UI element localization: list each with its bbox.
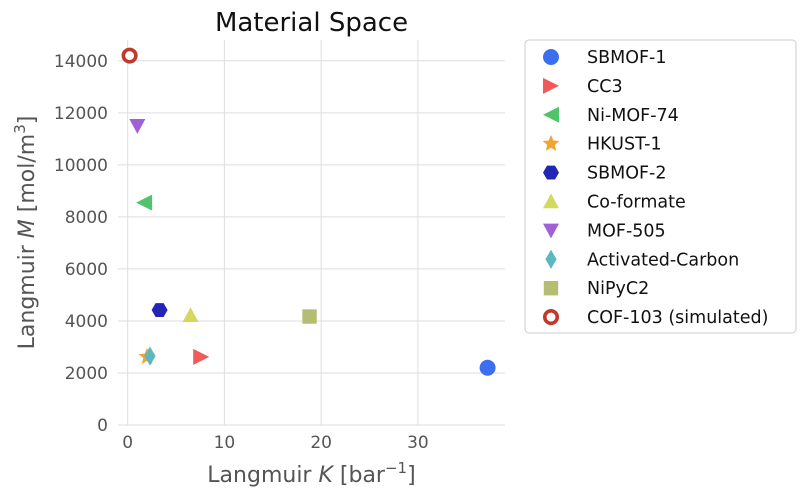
legend-label-cc3: CC3 bbox=[587, 77, 623, 97]
y-tick-label: 10000 bbox=[54, 156, 108, 176]
y-axis-title-var: M bbox=[15, 219, 40, 238]
x-axis-title-unit-exponent: −1 bbox=[385, 459, 407, 477]
y-axis-title-prefix: Langmuir bbox=[15, 238, 40, 349]
chart-title: Material Space bbox=[215, 8, 408, 38]
legend: SBMOF-1 CC3 Ni-MOF-74 HKUST-1 SBMOF-2 Co-form… bbox=[524, 39, 797, 334]
x-tick-label: 30 bbox=[407, 433, 429, 453]
legend-marker-co-formate-shape bbox=[543, 193, 559, 209]
x-tick-label: 20 bbox=[310, 433, 332, 453]
grid bbox=[118, 40, 505, 426]
legend-marker-activated-carbon-shape bbox=[545, 249, 557, 269]
y-axis-title-unit: [mol/m bbox=[15, 134, 40, 219]
legend-marker-co-formate bbox=[543, 193, 559, 209]
y-tick-label: 2000 bbox=[65, 364, 108, 384]
point-nipyc2 bbox=[302, 309, 317, 324]
point-cof-103-simulated-shape bbox=[121, 47, 138, 64]
data-points bbox=[121, 47, 496, 376]
x-tick-label: 10 bbox=[214, 433, 236, 453]
legend-frame bbox=[524, 39, 797, 334]
point-cc3 bbox=[193, 348, 210, 365]
legend-marker-ni-mof-74 bbox=[543, 106, 559, 123]
point-ni-mof-74-shape bbox=[136, 194, 153, 211]
legend-marker-cof-103-simulated-shape bbox=[542, 309, 560, 326]
y-tick-label: 4000 bbox=[65, 312, 108, 332]
legend-marker-cc3 bbox=[543, 77, 559, 94]
x-tick-label: 0 bbox=[122, 433, 133, 453]
legend-marker-activated-carbon bbox=[545, 249, 557, 269]
legend-marker-cc3-shape bbox=[543, 77, 559, 94]
y-axis-title-unit-exponent: 3 bbox=[11, 124, 29, 134]
point-cc3-shape bbox=[193, 348, 210, 365]
y-tick-label: 0 bbox=[97, 416, 108, 436]
legend-label-cof-103-simulated: COF-103 (simulated) bbox=[587, 308, 768, 328]
legend-label-activated-carbon: Activated-Carbon bbox=[587, 250, 739, 270]
plot-area bbox=[118, 40, 505, 425]
legend-marker-mof-505 bbox=[543, 223, 559, 239]
point-co-formate bbox=[182, 307, 199, 323]
legend-label-nipyc2: NiPyC2 bbox=[587, 279, 649, 299]
point-activated-carbon-shape bbox=[144, 346, 156, 366]
legend-marker-cof-103-simulated bbox=[542, 309, 560, 326]
y-tick-label: 12000 bbox=[54, 104, 108, 124]
legend-label-sbmof-1: SBMOF-1 bbox=[587, 48, 667, 68]
legend-marker-sbmof-1 bbox=[543, 49, 559, 65]
y-axis-title: Langmuir M [mol/m3] bbox=[11, 116, 40, 350]
x-axis-title-unit: [bar bbox=[333, 463, 386, 488]
legend-label-hkust-1: HKUST-1 bbox=[587, 135, 662, 155]
point-cof-103-simulated bbox=[121, 47, 138, 64]
point-mof-505-shape bbox=[129, 119, 146, 134]
legend-label-ni-mof-74: Ni-MOF-74 bbox=[587, 106, 679, 126]
legend-label-mof-505: MOF-505 bbox=[587, 221, 666, 241]
x-axis-title-unit-close: ] bbox=[407, 463, 416, 488]
legend-marker-sbmof-2 bbox=[543, 165, 559, 180]
point-sbmof-2 bbox=[151, 303, 168, 317]
legend-label-co-formate: Co-formate bbox=[587, 193, 686, 213]
legend-marker-sbmof-2-shape bbox=[543, 165, 559, 180]
point-sbmof-1 bbox=[479, 359, 496, 376]
legend-marker-nipyc2 bbox=[543, 281, 559, 296]
point-mof-505 bbox=[129, 119, 146, 134]
point-activated-carbon bbox=[144, 346, 156, 366]
legend-marker-hkust-1-shape bbox=[542, 134, 560, 151]
y-tick-label: 14000 bbox=[54, 52, 108, 72]
point-nipyc2-shape bbox=[302, 309, 317, 324]
tick-labels: 0 10 20 30 0 2000 4000 6000 8000 10000 12000 14000 bbox=[54, 52, 429, 453]
point-sbmof-2-shape bbox=[151, 303, 168, 317]
legend-marker-sbmof-1-shape bbox=[543, 49, 559, 65]
point-co-formate-shape bbox=[182, 307, 199, 323]
x-axis-title: Langmuir K [bar−1] bbox=[207, 459, 415, 488]
point-sbmof-1-shape bbox=[479, 359, 496, 376]
legend-label-sbmof-2: SBMOF-2 bbox=[587, 164, 667, 184]
x-axis-title-prefix: Langmuir bbox=[207, 463, 318, 488]
y-axis-title-unit-close: ] bbox=[15, 116, 40, 125]
y-tick-label: 8000 bbox=[65, 208, 108, 228]
legend-marker-hkust-1 bbox=[542, 134, 560, 151]
y-tick-label: 6000 bbox=[65, 260, 108, 280]
legend-marker-nipyc2-shape bbox=[543, 281, 559, 296]
legend-marker-mof-505-shape bbox=[543, 223, 559, 239]
point-ni-mof-74 bbox=[136, 194, 153, 211]
x-axis-title-var: K bbox=[318, 463, 334, 488]
legend-marker-ni-mof-74-shape bbox=[543, 106, 559, 123]
